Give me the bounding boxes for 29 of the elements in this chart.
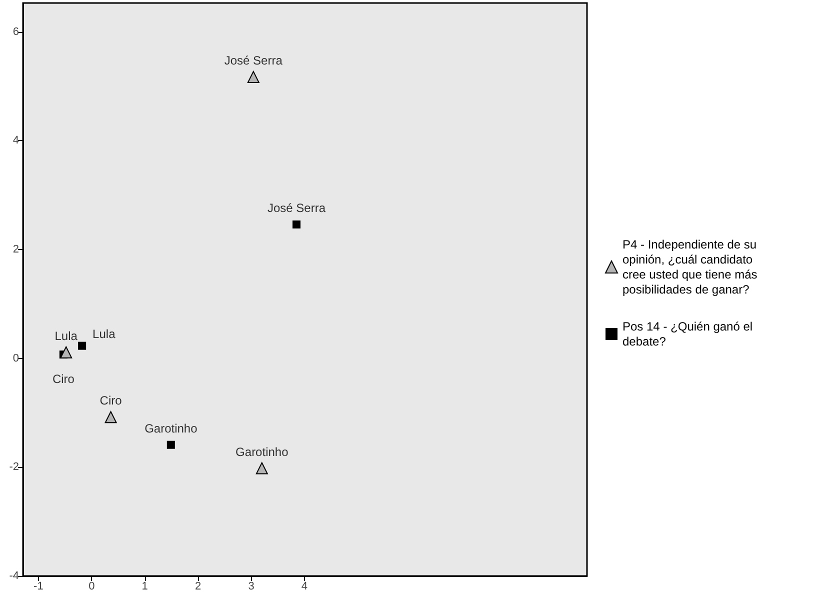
legend-label: Pos 14 - ¿Quién ganó el debate? [622, 320, 756, 348]
point [60, 346, 72, 358]
annotation: Ciro [100, 394, 122, 408]
y-tick-label: 4 [12, 134, 19, 147]
annotation: Garotinho [236, 444, 289, 459]
annotation: José Serra [267, 200, 326, 215]
legend-label: P4 - Independiente de su opinión, ¿cuál candidato cree usted que tiene más posibilidades de ganar? [622, 238, 761, 296]
y-tick-label: 2 [12, 244, 19, 256]
annotation: Lula [54, 328, 78, 343]
x-tick-label: 1 [142, 580, 148, 592]
y-tick-label: -2 [9, 461, 19, 474]
point [247, 71, 260, 84]
point [256, 462, 268, 474]
y-tick-label: 0 [12, 352, 19, 364]
x-tick-label: -1 [34, 580, 44, 592]
annotation: Lula [92, 326, 116, 341]
point [104, 411, 117, 424]
y-tick-label: -4 [9, 570, 19, 582]
x-tick-label: 4 [301, 580, 308, 592]
annotation: Garotinho [144, 421, 198, 436]
x-tick-label: 2 [194, 580, 202, 592]
point [78, 342, 86, 350]
x-tick-label: 0 [88, 580, 95, 592]
y-tick-label: 6 [12, 26, 19, 38]
annotation: Ciro [52, 372, 75, 386]
x-tick-label: 3 [248, 580, 254, 592]
point [292, 220, 300, 228]
annotation: José Serra [224, 54, 283, 68]
point [166, 440, 175, 449]
